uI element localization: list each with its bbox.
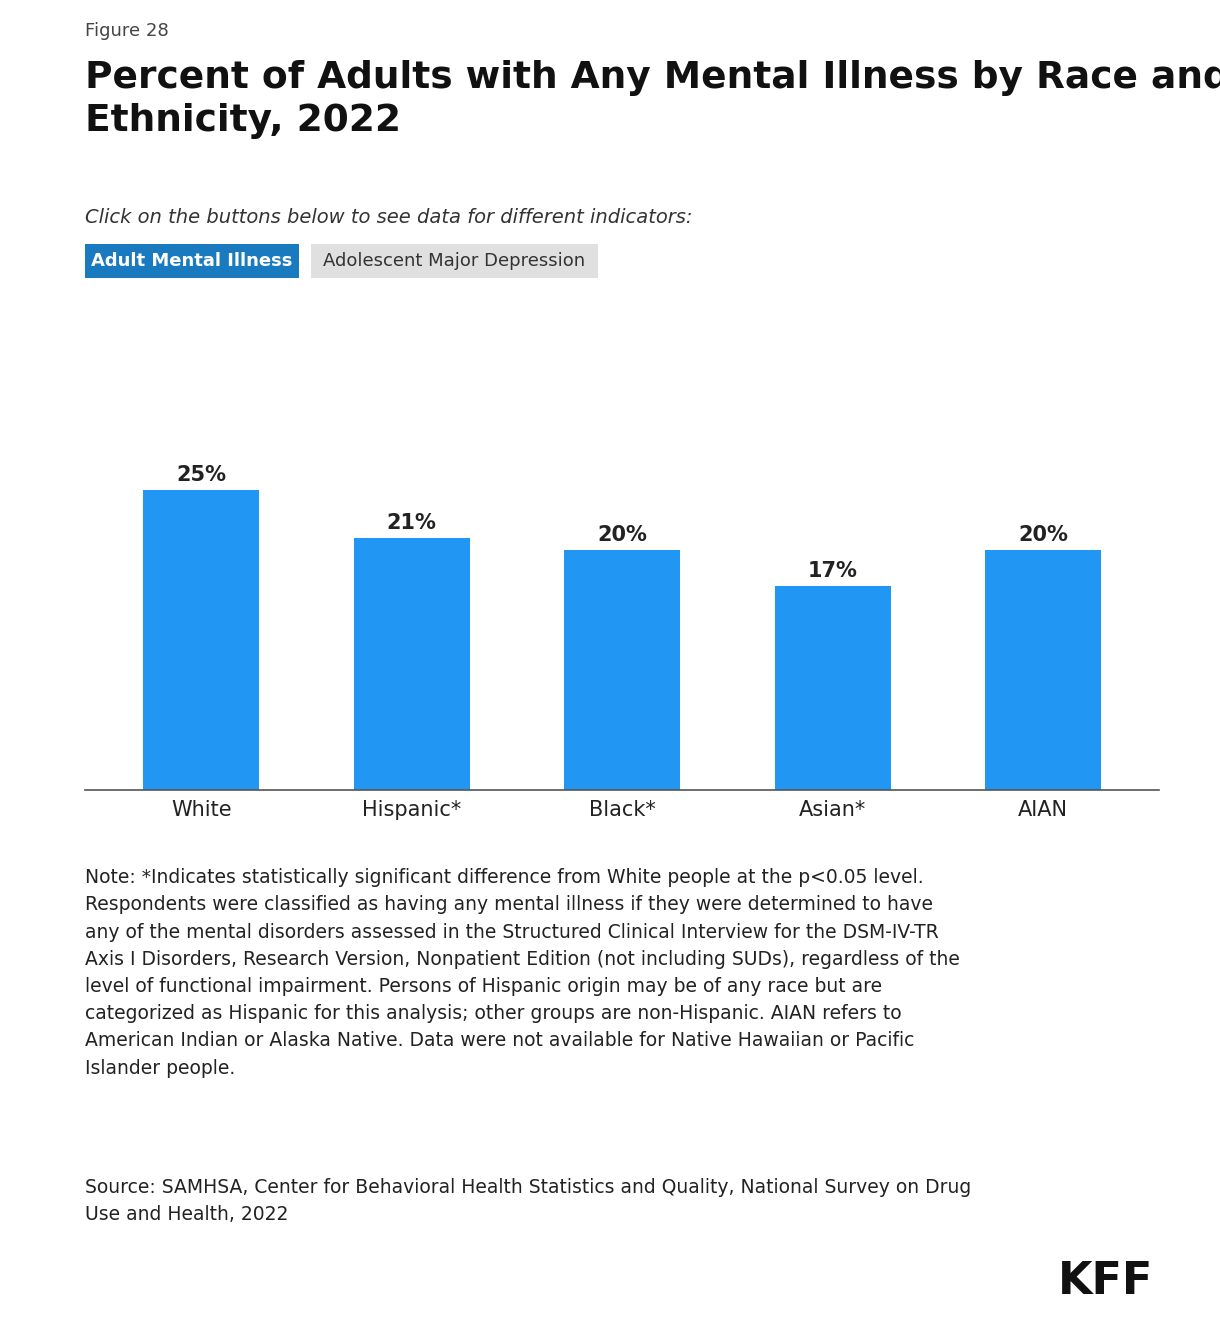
Text: 20%: 20% [598,525,647,545]
Bar [143,490,259,790]
Text: KFF: KFF [1058,1260,1153,1303]
Text: 20%: 20% [1019,525,1069,545]
Text: Note: *Indicates statistically significant difference from White people at the p: Note: *Indicates statistically significa… [85,868,960,1078]
Text: Figure 28: Figure 28 [85,23,170,40]
Text: Adolescent Major Depression: Adolescent Major Depression [323,252,586,270]
Bar [565,550,680,790]
Text: Source: SAMHSA, Center for Behavioral Health Statistics and Quality, National Su: Source: SAMHSA, Center for Behavioral He… [85,1177,971,1224]
Text: 17%: 17% [808,561,858,581]
Bar [354,538,470,790]
Text: 21%: 21% [387,513,437,533]
Text: Click on the buttons below to see data for different indicators:: Click on the buttons below to see data f… [85,208,693,226]
Text: 25%: 25% [176,465,226,485]
Bar [775,586,891,790]
Bar [986,550,1102,790]
Text: Percent of Adults with Any Mental Illness by Race and
Ethnicity, 2022: Percent of Adults with Any Mental Illnes… [85,60,1220,139]
Text: Adult Mental Illness: Adult Mental Illness [92,252,293,270]
